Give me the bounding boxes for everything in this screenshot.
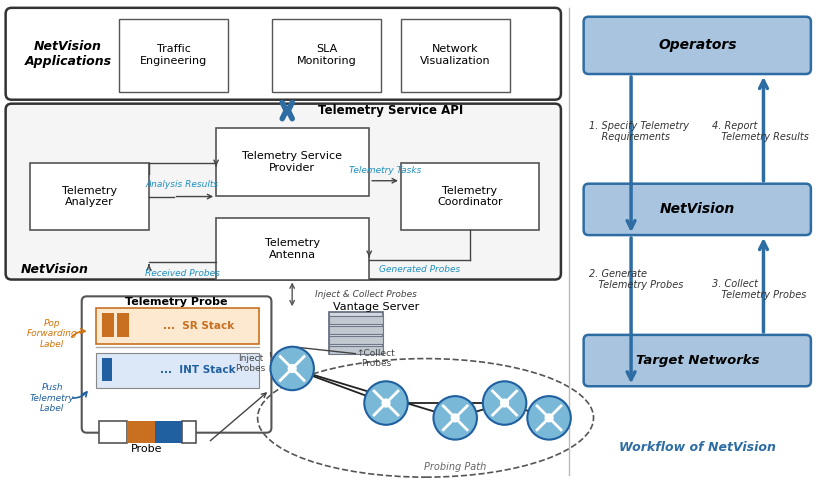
Text: Telemetry Tasks: Telemetry Tasks: [349, 166, 421, 175]
Bar: [127, 421, 155, 442]
Circle shape: [545, 414, 553, 422]
Text: Telemetry Service
Provider: Telemetry Service Provider: [242, 151, 342, 173]
Text: Telemetry Probe: Telemetry Probe: [126, 297, 228, 307]
Bar: [117, 313, 129, 337]
Bar: [96, 353, 259, 388]
Circle shape: [527, 396, 571, 440]
Bar: [30, 163, 149, 230]
Text: Network
Visualization: Network Visualization: [420, 44, 491, 66]
Text: 2. Generate
   Telemetry Probes: 2. Generate Telemetry Probes: [588, 269, 683, 290]
Text: NetVision: NetVision: [660, 202, 735, 216]
Text: Inject
Probes: Inject Probes: [235, 354, 265, 373]
Bar: [102, 313, 114, 337]
Text: Telemetry
Analyzer: Telemetry Analyzer: [62, 186, 117, 207]
Bar: [155, 421, 182, 442]
Text: NetVision: NetVision: [21, 263, 89, 276]
Text: Traffic
Engineering: Traffic Engineering: [140, 44, 207, 66]
Circle shape: [270, 347, 314, 390]
Bar: [102, 357, 112, 381]
Text: Received Probes: Received Probes: [145, 269, 220, 278]
Text: ...  INT Stack: ... INT Stack: [161, 366, 236, 375]
Text: ...  SR Stack: ... SR Stack: [163, 321, 234, 331]
Text: Probe: Probe: [131, 444, 163, 455]
Text: Telemetry
Antenna: Telemetry Antenna: [265, 238, 319, 260]
Circle shape: [288, 365, 296, 372]
Text: Probing Path: Probing Path: [424, 462, 487, 472]
Bar: [216, 128, 369, 196]
Text: 1. Specify Telemetry
    Requirements: 1. Specify Telemetry Requirements: [588, 121, 689, 142]
Bar: [329, 336, 383, 344]
Circle shape: [433, 396, 477, 440]
FancyBboxPatch shape: [583, 335, 811, 386]
Circle shape: [451, 414, 459, 422]
Bar: [329, 326, 383, 334]
Text: Vantage Server: Vantage Server: [333, 302, 419, 312]
Text: SLA
Monitoring: SLA Monitoring: [297, 44, 357, 66]
Bar: [119, 19, 228, 92]
Bar: [100, 421, 127, 442]
Bar: [401, 163, 539, 230]
Bar: [182, 421, 196, 442]
Text: NetVision
Applications: NetVision Applications: [24, 40, 111, 68]
Bar: [272, 19, 381, 92]
Circle shape: [501, 399, 508, 407]
Bar: [329, 346, 383, 354]
Text: ↑Collect
Probes: ↑Collect Probes: [356, 349, 395, 368]
Text: Push
Telemetry
Label: Push Telemetry Label: [30, 383, 74, 413]
Circle shape: [483, 381, 527, 425]
Text: Workflow of NetVision: Workflow of NetVision: [619, 441, 775, 454]
Text: Pop
Forwarding
Label: Pop Forwarding Label: [27, 319, 77, 349]
Text: Telemetry
Coordinator: Telemetry Coordinator: [437, 186, 503, 207]
Text: 4. Report
   Telemetry Results: 4. Report Telemetry Results: [712, 121, 809, 142]
Text: Target Networks: Target Networks: [636, 354, 759, 367]
Text: Analysis Results: Analysis Results: [146, 180, 219, 189]
FancyBboxPatch shape: [82, 297, 271, 433]
Bar: [329, 316, 383, 324]
Circle shape: [364, 381, 408, 425]
Text: 3. Collect
   Telemetry Probes: 3. Collect Telemetry Probes: [712, 279, 806, 300]
Text: Inject & Collect Probes: Inject & Collect Probes: [315, 290, 417, 299]
Bar: [96, 308, 259, 344]
FancyBboxPatch shape: [583, 17, 811, 74]
Circle shape: [382, 399, 390, 407]
FancyBboxPatch shape: [583, 184, 811, 235]
FancyBboxPatch shape: [6, 8, 561, 99]
Bar: [401, 19, 509, 92]
Bar: [329, 312, 383, 354]
Text: Telemetry Service API: Telemetry Service API: [319, 104, 463, 117]
Text: Operators: Operators: [658, 38, 736, 52]
Text: Generated Probes: Generated Probes: [379, 265, 460, 274]
Bar: [216, 218, 369, 280]
FancyBboxPatch shape: [6, 104, 561, 280]
